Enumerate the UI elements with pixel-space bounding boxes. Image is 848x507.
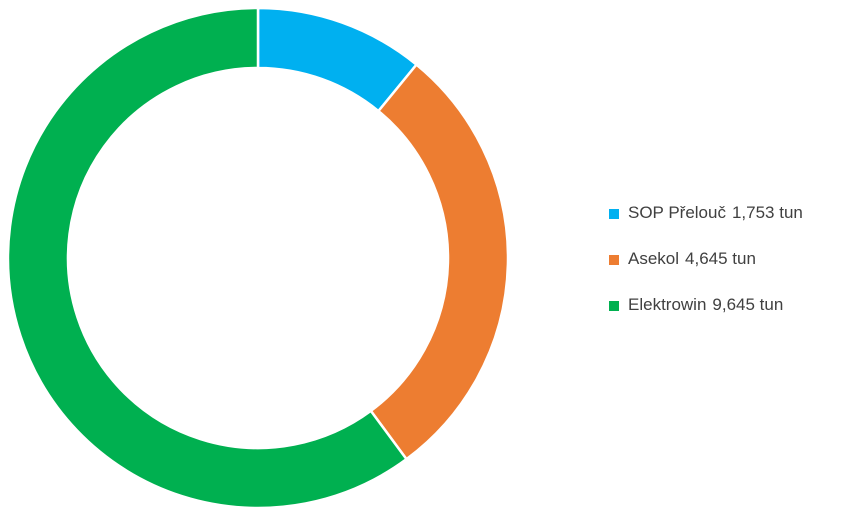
legend-swatch <box>609 301 619 311</box>
legend-name: Elektrowin <box>628 295 706 314</box>
legend-name: Asekol <box>628 249 679 268</box>
legend-value: 4,645 tun <box>685 249 756 268</box>
legend-label: SOP Přelouč 1,753 tun <box>628 203 803 222</box>
donut-segment <box>6 6 409 507</box>
legend-name: SOP Přelouč <box>628 203 726 222</box>
legend-label: Asekol 4,645 tun <box>628 249 756 268</box>
donut-segment <box>369 62 510 461</box>
legend-swatch <box>609 209 619 219</box>
legend-value: 9,645 tun <box>712 295 783 314</box>
legend-label: Elektrowin 9,645 tun <box>628 295 783 314</box>
legend-value: 1,753 tun <box>732 203 803 222</box>
legend-swatch <box>609 255 619 265</box>
